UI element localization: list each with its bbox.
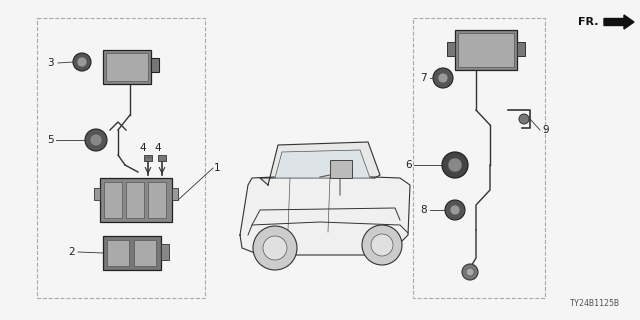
Bar — [330, 160, 352, 178]
Text: 4: 4 — [139, 143, 146, 153]
Circle shape — [73, 53, 91, 71]
Circle shape — [442, 152, 468, 178]
Bar — [413, 18, 545, 298]
Bar — [107, 240, 129, 266]
Text: 6: 6 — [405, 160, 412, 170]
Polygon shape — [240, 175, 410, 255]
Text: 3: 3 — [47, 58, 54, 68]
Polygon shape — [260, 142, 380, 185]
Bar — [134, 240, 156, 266]
Circle shape — [362, 225, 402, 265]
Bar — [151, 58, 159, 72]
Text: 7: 7 — [420, 73, 427, 83]
Bar — [104, 182, 122, 218]
Bar — [100, 178, 172, 222]
Circle shape — [438, 73, 448, 83]
Circle shape — [462, 264, 478, 280]
Circle shape — [450, 205, 460, 215]
Circle shape — [445, 200, 465, 220]
Bar — [126, 182, 144, 218]
Text: TY24B1125B: TY24B1125B — [570, 299, 620, 308]
Circle shape — [253, 226, 297, 270]
Bar — [94, 188, 100, 200]
Bar — [37, 18, 205, 298]
Polygon shape — [275, 150, 370, 178]
Text: FR.: FR. — [578, 17, 598, 27]
Circle shape — [90, 134, 102, 146]
Text: 5: 5 — [47, 135, 54, 145]
Circle shape — [448, 158, 462, 172]
Bar — [517, 42, 525, 56]
Bar — [458, 33, 514, 67]
Circle shape — [77, 57, 87, 67]
Text: 8: 8 — [420, 205, 427, 215]
Text: 9: 9 — [542, 125, 548, 135]
Text: 1: 1 — [214, 163, 221, 173]
Circle shape — [433, 68, 453, 88]
FancyArrow shape — [604, 15, 634, 29]
Bar — [103, 50, 151, 84]
Bar — [172, 188, 178, 200]
Text: 2: 2 — [68, 247, 75, 257]
Bar — [161, 244, 169, 260]
Circle shape — [263, 236, 287, 260]
Bar — [103, 236, 161, 270]
Bar — [447, 42, 455, 56]
Circle shape — [85, 129, 107, 151]
Circle shape — [466, 268, 474, 276]
Circle shape — [371, 234, 393, 256]
Circle shape — [519, 114, 529, 124]
Bar — [455, 30, 517, 70]
Bar — [158, 155, 166, 161]
Bar — [106, 53, 148, 81]
Text: 4: 4 — [154, 143, 161, 153]
Bar — [144, 155, 152, 161]
Bar — [148, 182, 166, 218]
